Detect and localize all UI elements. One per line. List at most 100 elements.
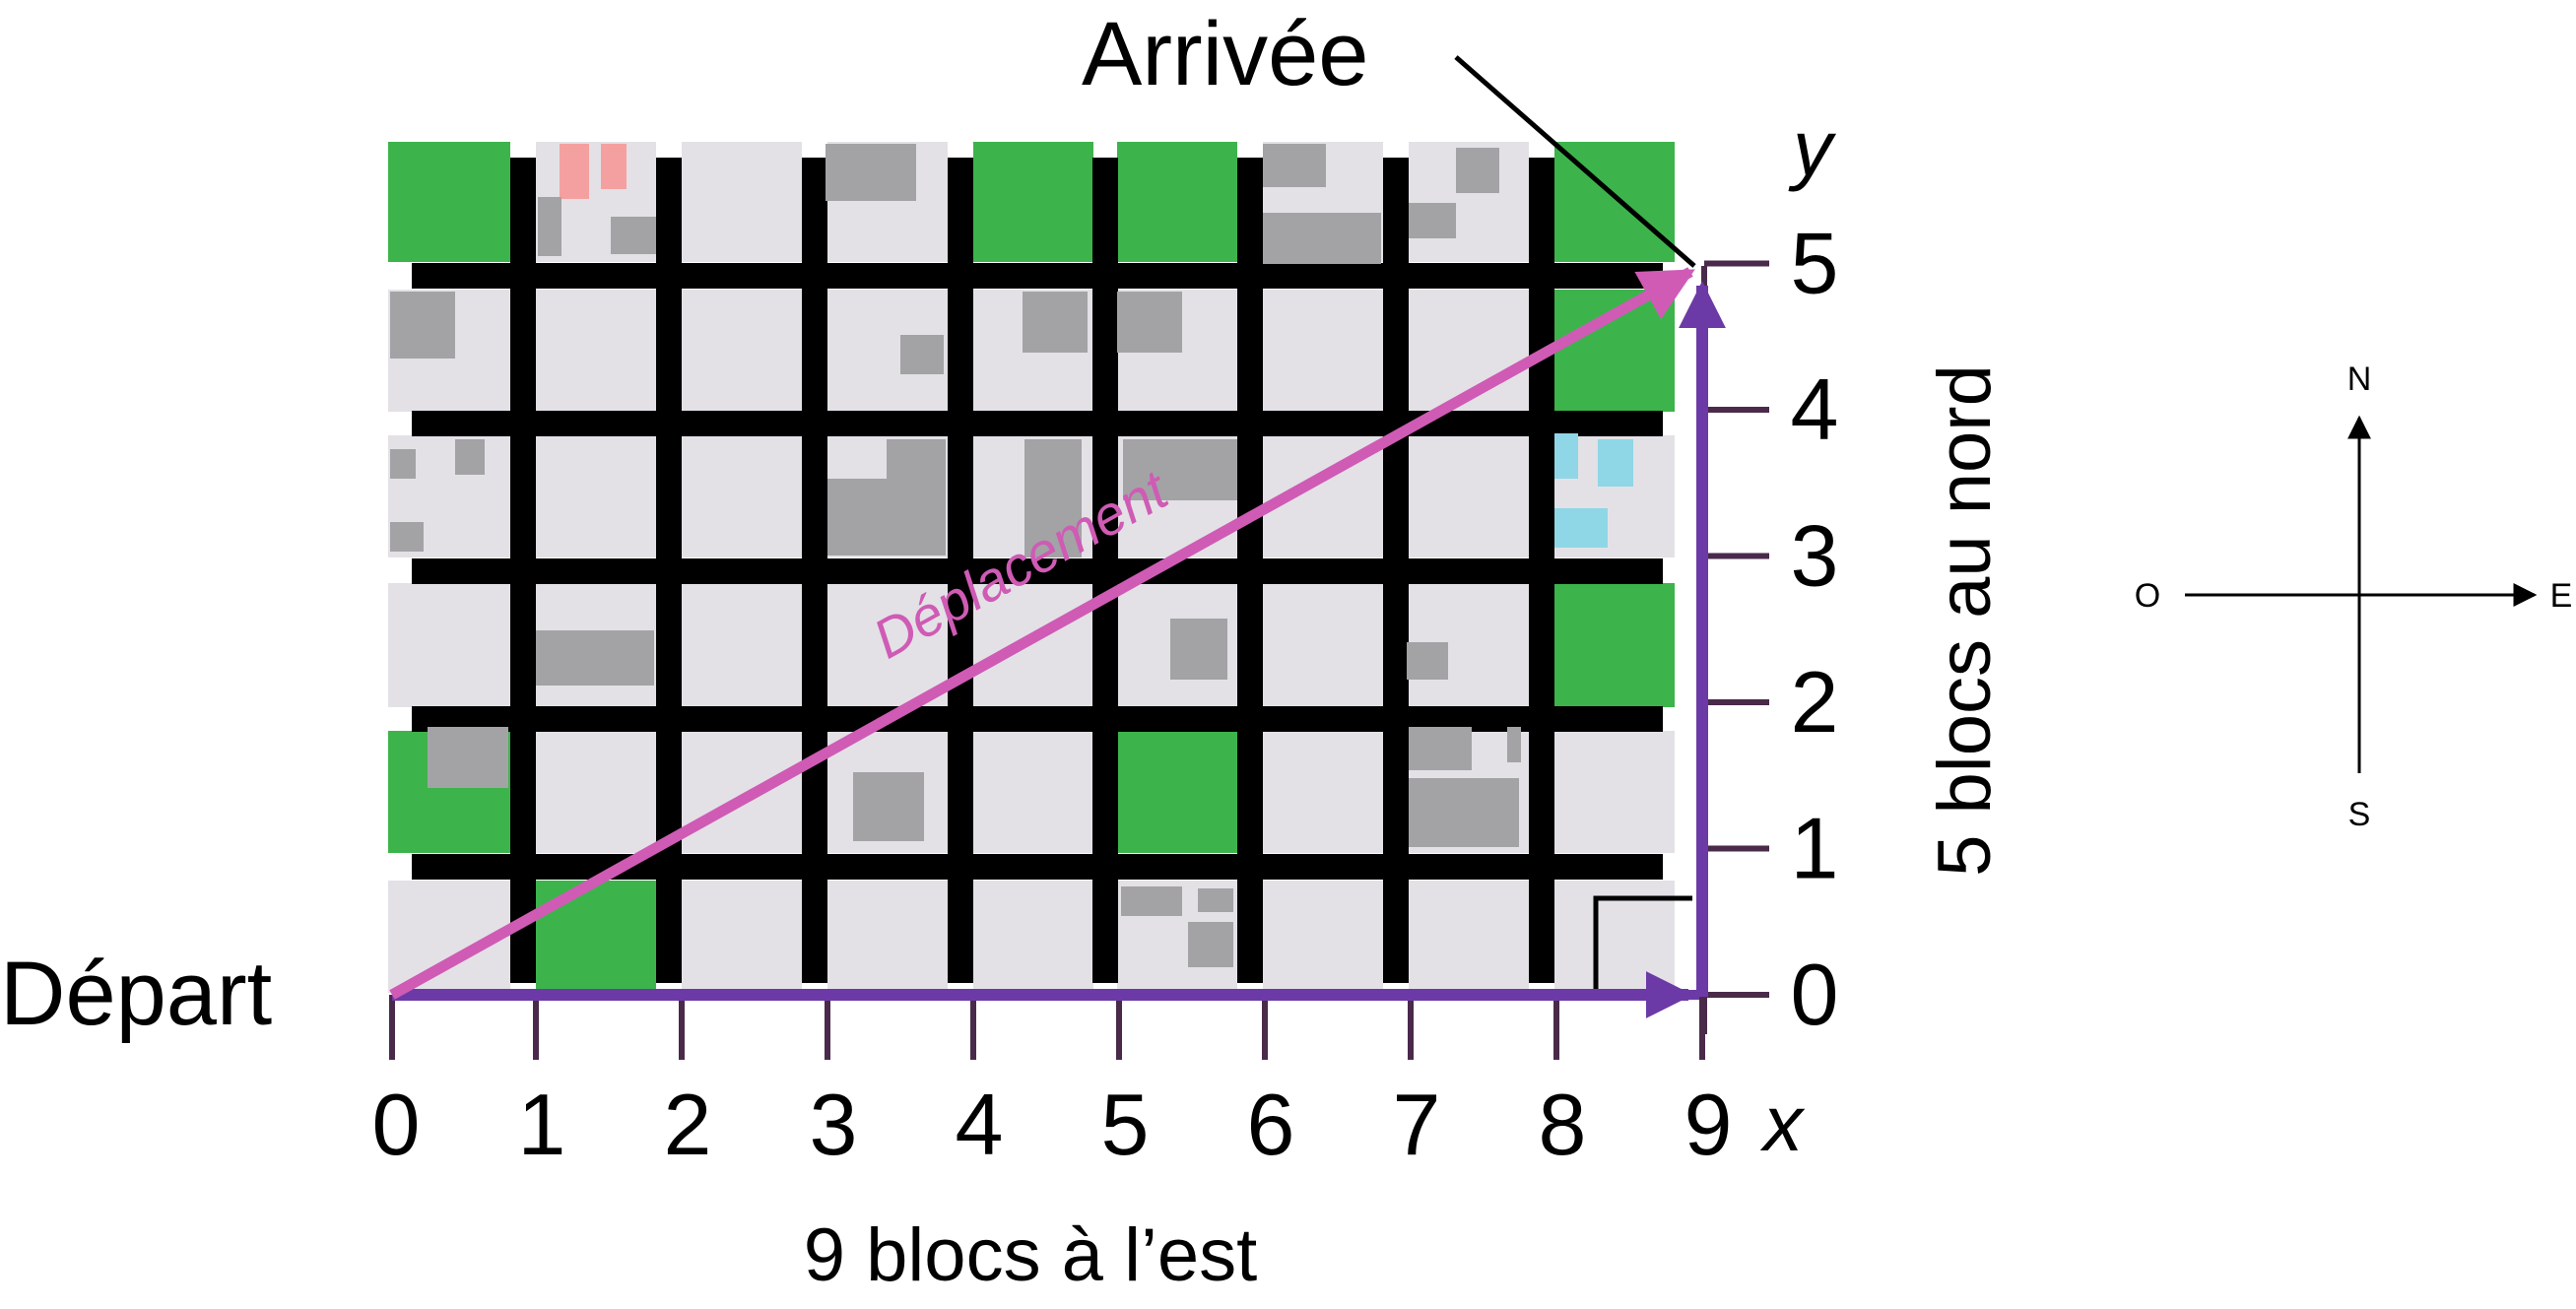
building bbox=[428, 727, 508, 788]
compass-east-label: E bbox=[2550, 577, 2573, 615]
x-tick-label: 2 bbox=[664, 1076, 712, 1173]
building bbox=[900, 335, 944, 374]
x-tick-label: 4 bbox=[956, 1076, 1004, 1173]
city-block bbox=[682, 435, 802, 557]
building bbox=[1117, 292, 1182, 353]
building bbox=[1123, 439, 1237, 500]
building bbox=[536, 630, 654, 686]
park-block bbox=[388, 142, 510, 262]
building bbox=[827, 479, 946, 556]
city-block bbox=[682, 583, 802, 707]
building bbox=[826, 144, 916, 201]
y-axis-label: y bbox=[1788, 104, 1837, 192]
y-tick-label: 5 bbox=[1791, 215, 1839, 312]
building bbox=[1409, 727, 1472, 770]
building bbox=[611, 217, 656, 254]
city-map bbox=[388, 142, 1675, 993]
city-block bbox=[973, 583, 1093, 707]
x-tick-label: 1 bbox=[518, 1076, 566, 1173]
city-block bbox=[388, 583, 510, 707]
city-block bbox=[536, 731, 656, 853]
building bbox=[1554, 433, 1578, 479]
city-block bbox=[536, 435, 656, 557]
park-block bbox=[1117, 731, 1237, 853]
city-block bbox=[973, 881, 1093, 993]
building bbox=[1198, 888, 1233, 912]
building bbox=[1170, 619, 1227, 680]
x-tick-label: 9 bbox=[1684, 1076, 1733, 1173]
x-tick-label: 7 bbox=[1393, 1076, 1441, 1173]
y-tick-label: 3 bbox=[1791, 507, 1839, 605]
building bbox=[1554, 508, 1608, 548]
road-horizontal bbox=[412, 558, 1663, 584]
building bbox=[1263, 213, 1381, 264]
building bbox=[1456, 148, 1499, 193]
city-block bbox=[1409, 881, 1529, 993]
building bbox=[1024, 439, 1082, 557]
building bbox=[853, 772, 924, 841]
x-tick-label: 6 bbox=[1247, 1076, 1295, 1173]
x-axis-label: x bbox=[1759, 1080, 1806, 1167]
building bbox=[1507, 727, 1521, 762]
road-horizontal bbox=[412, 706, 1663, 732]
city-block bbox=[827, 881, 948, 993]
finish-label: Arrivée bbox=[1082, 4, 1368, 104]
x-tick-label: 0 bbox=[372, 1076, 421, 1173]
x-tick-label: 3 bbox=[810, 1076, 858, 1173]
city-block bbox=[973, 731, 1093, 853]
park-block bbox=[1554, 583, 1675, 707]
y-tick-label: 2 bbox=[1791, 653, 1839, 751]
city-block bbox=[1554, 731, 1675, 853]
road-horizontal bbox=[412, 263, 1663, 289]
building bbox=[390, 449, 416, 479]
city-buildings bbox=[390, 144, 1633, 967]
building bbox=[560, 144, 589, 199]
east-distance-label: 9 blocs à l’est bbox=[804, 1213, 1257, 1297]
city-block bbox=[536, 290, 656, 412]
building bbox=[1121, 886, 1182, 916]
building bbox=[601, 144, 627, 189]
y-tick-label: 1 bbox=[1791, 800, 1839, 897]
building bbox=[1409, 778, 1519, 847]
building bbox=[1407, 642, 1448, 680]
y-tick-label: 0 bbox=[1791, 946, 1839, 1043]
building bbox=[1023, 292, 1088, 353]
right-angle-marker bbox=[1593, 895, 1692, 995]
building bbox=[1598, 439, 1633, 487]
city-block bbox=[682, 881, 802, 993]
city-block bbox=[682, 731, 802, 853]
north-distance-label: 5 blocs au nord bbox=[1923, 364, 2007, 877]
finish-pointer-line bbox=[1454, 55, 1696, 268]
city-block bbox=[1263, 583, 1383, 707]
start-label: Départ bbox=[0, 944, 272, 1044]
city-block bbox=[1263, 731, 1383, 853]
y-tick-label: 4 bbox=[1791, 360, 1839, 458]
x-tick-label: 8 bbox=[1539, 1076, 1587, 1173]
compass-north-label: N bbox=[2347, 360, 2372, 398]
building bbox=[390, 522, 424, 552]
city-block bbox=[1409, 435, 1529, 557]
city-block bbox=[682, 290, 802, 412]
city-block bbox=[682, 142, 802, 262]
park-block bbox=[1117, 142, 1237, 262]
compass: N S O E bbox=[2135, 360, 2573, 833]
city-block bbox=[1263, 290, 1383, 412]
x-tick-label: 5 bbox=[1101, 1076, 1150, 1173]
city-block bbox=[827, 583, 948, 707]
building bbox=[1263, 144, 1326, 187]
park-block bbox=[536, 881, 656, 993]
building bbox=[455, 439, 485, 475]
displacement-vector bbox=[389, 267, 1695, 1000]
building bbox=[538, 197, 561, 256]
city-block bbox=[1263, 881, 1383, 993]
building bbox=[887, 439, 946, 483]
compass-west-label: O bbox=[2135, 577, 2160, 615]
building bbox=[1409, 203, 1456, 238]
building bbox=[390, 292, 455, 359]
road-horizontal bbox=[412, 411, 1663, 436]
building bbox=[1188, 922, 1233, 967]
y-tick-labels: 0 1 2 3 4 5 bbox=[1791, 215, 1839, 1044]
compass-south-label: S bbox=[2348, 796, 2371, 833]
